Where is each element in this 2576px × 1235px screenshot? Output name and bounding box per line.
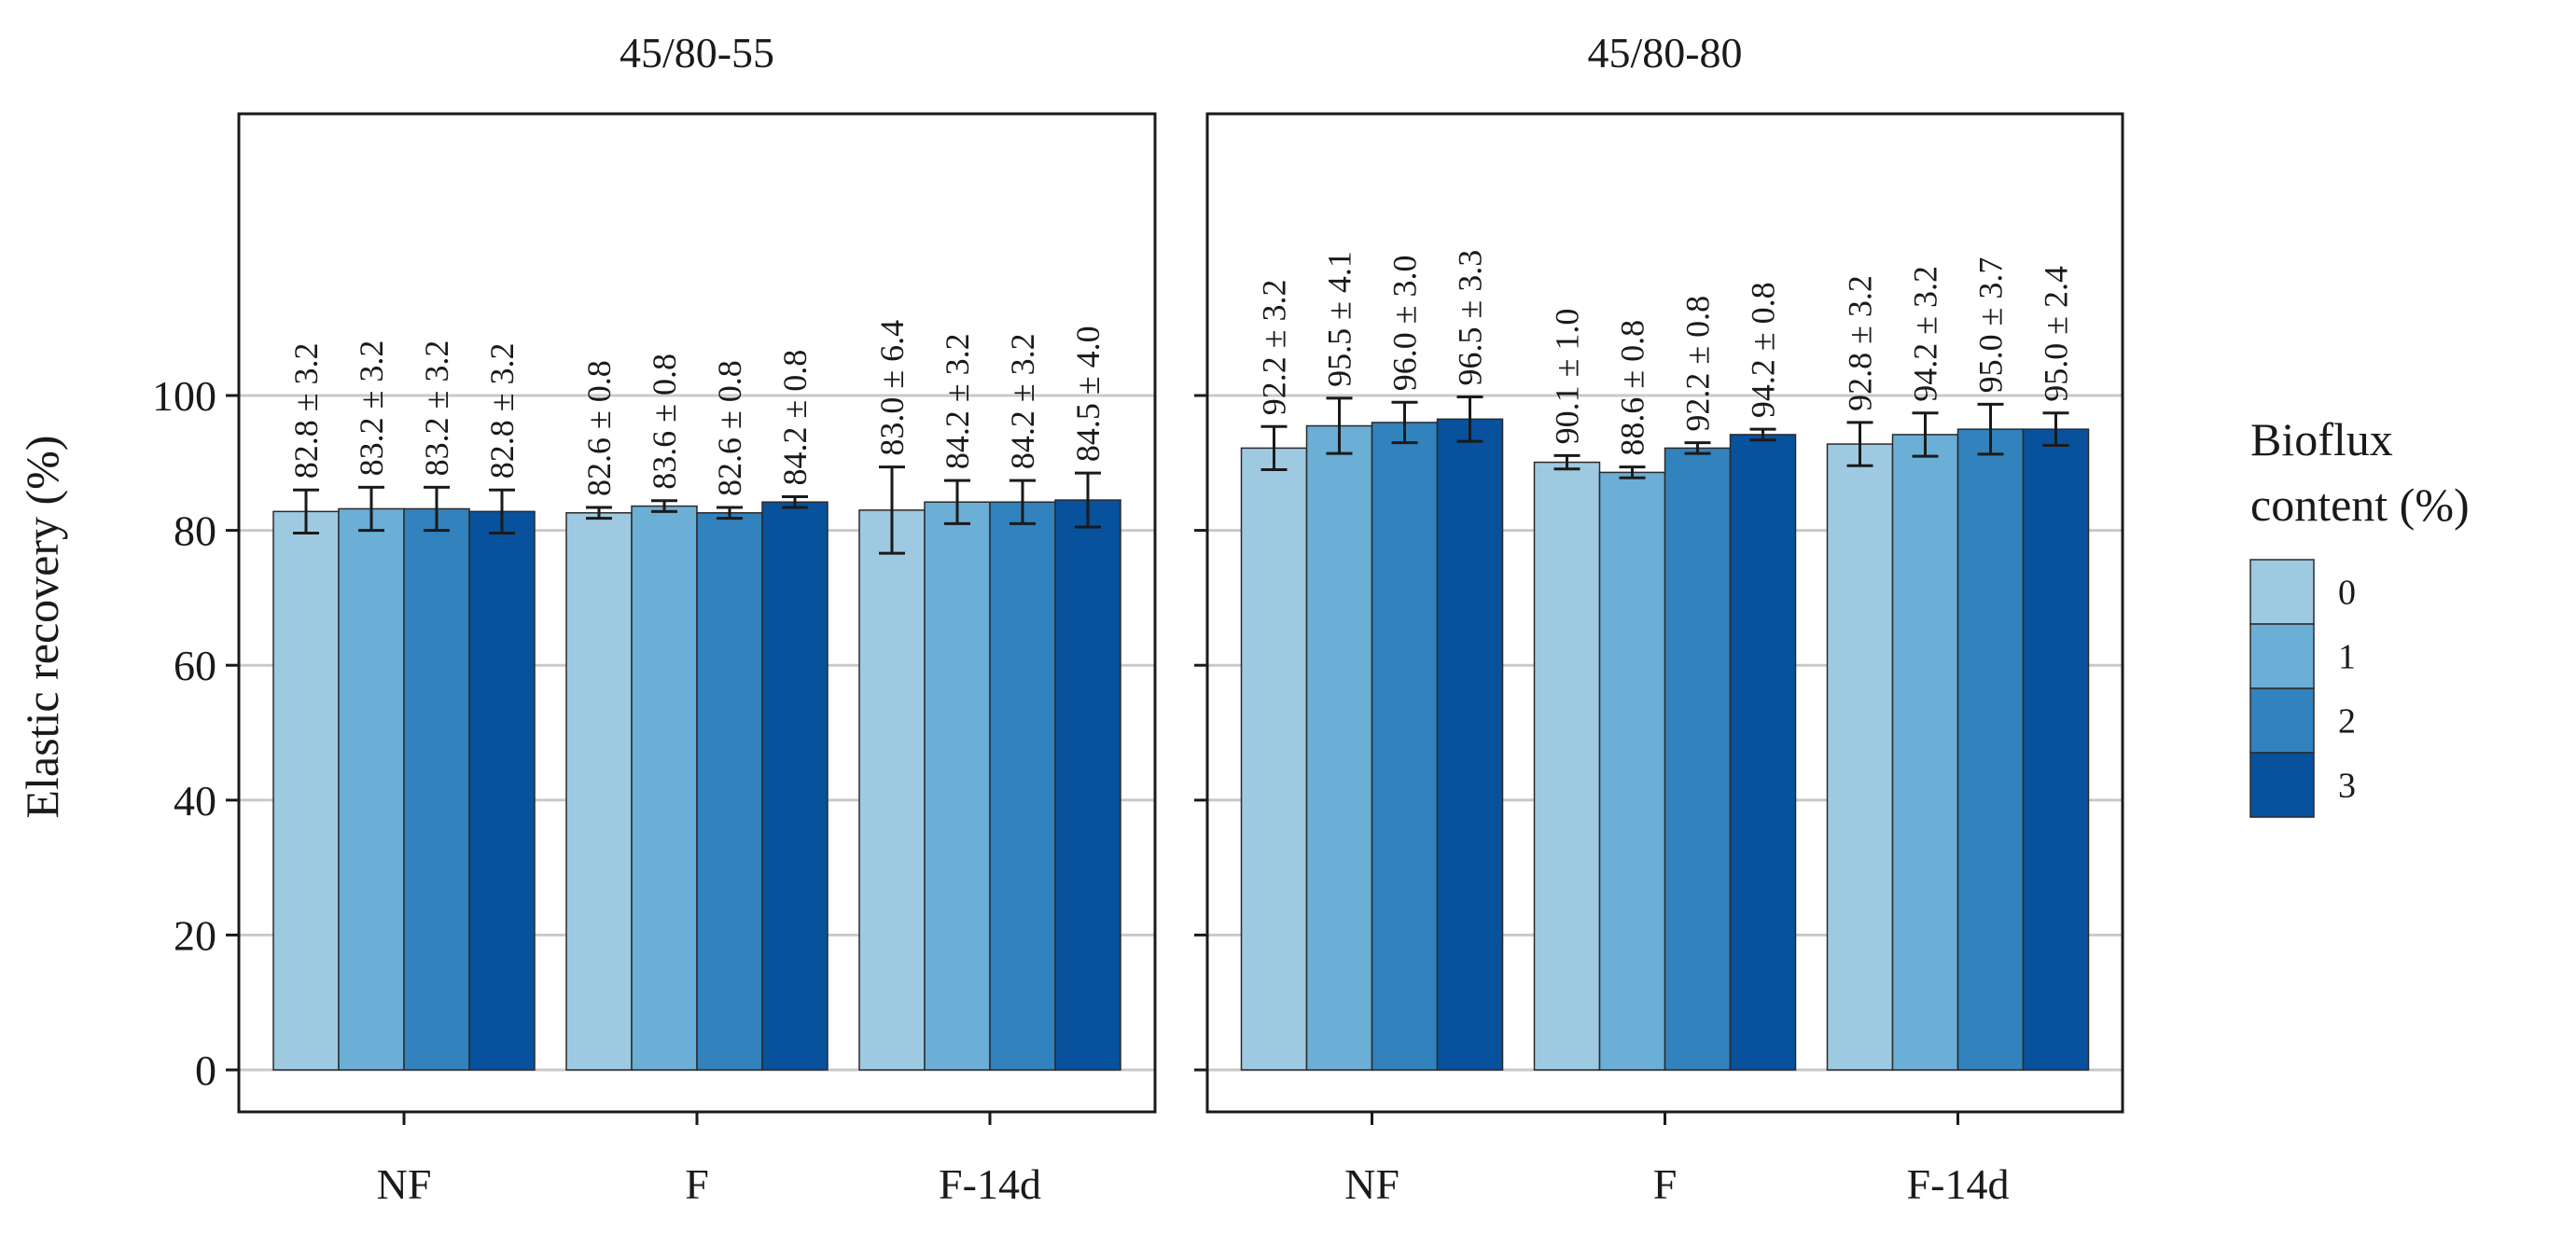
bar	[338, 507, 405, 1071]
bar	[1664, 447, 1732, 1071]
y-axis-label: Elastic recovery (%)	[16, 436, 68, 819]
data-label: 90.1 ± 1.0	[1549, 309, 1586, 445]
bar	[696, 512, 763, 1071]
data-label: 82.6 ± 0.8	[711, 360, 748, 496]
bar-group-F-14d: 83.0 ± 6.4 84.2 ± 3.2 84.2 ± 3.2 84.5 ± 4.0	[858, 320, 1121, 1071]
x-tick-label: F	[1653, 1160, 1678, 1208]
legend-swatch	[2249, 687, 2315, 754]
bar	[631, 505, 698, 1071]
bar-group-NF: 82.8 ± 3.2 83.2 ± 3.2 83.2 ± 3.2 82.8 ± 3.2	[272, 340, 536, 1071]
bar	[2022, 428, 2090, 1071]
bar	[989, 501, 1056, 1071]
panel-2: 45/80-80 92.2 ± 3.2 95.5 ± 4.1 96.0 ± 3.0 96…	[1194, 29, 2124, 1208]
bar	[1054, 499, 1121, 1071]
y-tick-label: 20	[174, 911, 216, 959]
bar	[858, 509, 926, 1071]
data-label: 96.0 ± 3.0	[1386, 255, 1424, 391]
legend-items: 0 1 2 3	[2249, 559, 2356, 818]
legend-label: 0	[2338, 574, 2356, 613]
data-label: 95.0 ± 2.4	[2038, 266, 2075, 402]
legend-swatch	[2249, 752, 2315, 818]
data-label: 95.5 ± 4.1	[1321, 251, 1358, 387]
panel-title: 45/80-80	[1587, 29, 1742, 76]
panel-title: 45/80-55	[620, 29, 774, 76]
bar	[1826, 443, 1894, 1071]
data-label: 92.2 ± 0.8	[1679, 296, 1717, 432]
data-label: 84.5 ± 4.0	[1069, 326, 1107, 462]
y-tick-label: 60	[174, 642, 216, 689]
bar	[1305, 424, 1373, 1071]
y-tick-label: 0	[195, 1047, 216, 1094]
x-tick-label: F-14d	[1907, 1160, 2010, 1208]
bar-group-F: 90.1 ± 1.0 88.6 ± 0.8 92.2 ± 0.8 94.2 ± 0.8	[1533, 282, 1797, 1071]
legend-title-line1: Bioflux	[2250, 413, 2393, 465]
bar	[761, 501, 828, 1071]
data-label: 82.8 ± 3.2	[287, 342, 325, 479]
data-label: 84.2 ± 3.2	[939, 333, 976, 469]
y-tick-label: 40	[174, 777, 216, 825]
data-label: 83.0 ± 6.4	[873, 320, 911, 456]
data-label: 84.2 ± 3.2	[1004, 333, 1041, 469]
y-tick-label: 100	[152, 372, 216, 420]
legend-label: 1	[2338, 638, 2356, 677]
bar-group-F: 82.6 ± 0.8 83.6 ± 0.8 82.6 ± 0.8 84.2 ± 0.8	[565, 350, 828, 1071]
legend-title-line2: content (%)	[2250, 479, 2470, 531]
bar	[403, 507, 470, 1071]
bar	[1240, 447, 1308, 1071]
data-label: 84.2 ± 0.8	[776, 350, 814, 486]
data-label: 83.6 ± 0.8	[646, 354, 683, 490]
x-tick-label: F-14d	[939, 1160, 1041, 1208]
data-label: 92.2 ± 3.2	[1256, 279, 1293, 415]
bar	[1533, 461, 1601, 1071]
panel-frame	[237, 112, 1157, 1114]
bar	[1729, 434, 1797, 1071]
x-tick-label: F	[685, 1160, 709, 1208]
bar	[468, 510, 536, 1071]
data-label: 82.8 ± 3.2	[483, 342, 521, 479]
bar	[565, 512, 633, 1071]
legend-swatch	[2249, 623, 2315, 689]
bar	[272, 510, 340, 1071]
data-label: 96.5 ± 3.3	[1452, 250, 1489, 386]
bar	[1598, 471, 1666, 1071]
bar	[1371, 422, 1439, 1071]
legend-label: 3	[2338, 767, 2356, 806]
legend: Bioflux content (%) 0 1 2 3	[2249, 413, 2470, 818]
x-tick-label: NF	[377, 1160, 432, 1208]
y-tick-label: 80	[174, 507, 216, 555]
data-label: 92.8 ± 3.2	[1842, 275, 1879, 411]
data-label: 83.2 ± 3.2	[418, 340, 455, 477]
bar	[1891, 434, 1959, 1071]
x-tick-label: NF	[1344, 1160, 1399, 1208]
bar	[1436, 418, 1504, 1071]
legend-label: 2	[2338, 702, 2356, 742]
data-label: 94.2 ± 3.2	[1907, 266, 1944, 402]
bar-group-NF: 92.2 ± 3.2 95.5 ± 4.1 96.0 ± 3.0 96.5 ± 3.3	[1240, 250, 1504, 1071]
legend-swatch	[2249, 559, 2315, 625]
data-label: 82.6 ± 0.8	[580, 360, 618, 496]
panel-frame	[1205, 112, 2124, 1114]
bar	[924, 501, 991, 1071]
data-label: 88.6 ± 0.8	[1614, 320, 1651, 456]
data-label: 94.2 ± 0.8	[1745, 282, 1782, 418]
bar-group-F-14d: 92.8 ± 3.2 94.2 ± 3.2 95.0 ± 3.7 95.0 ± 2.4	[1826, 257, 2090, 1071]
data-label: 83.2 ± 3.2	[353, 340, 390, 477]
bar	[1956, 428, 2025, 1071]
data-label: 95.0 ± 3.7	[1972, 257, 2010, 394]
